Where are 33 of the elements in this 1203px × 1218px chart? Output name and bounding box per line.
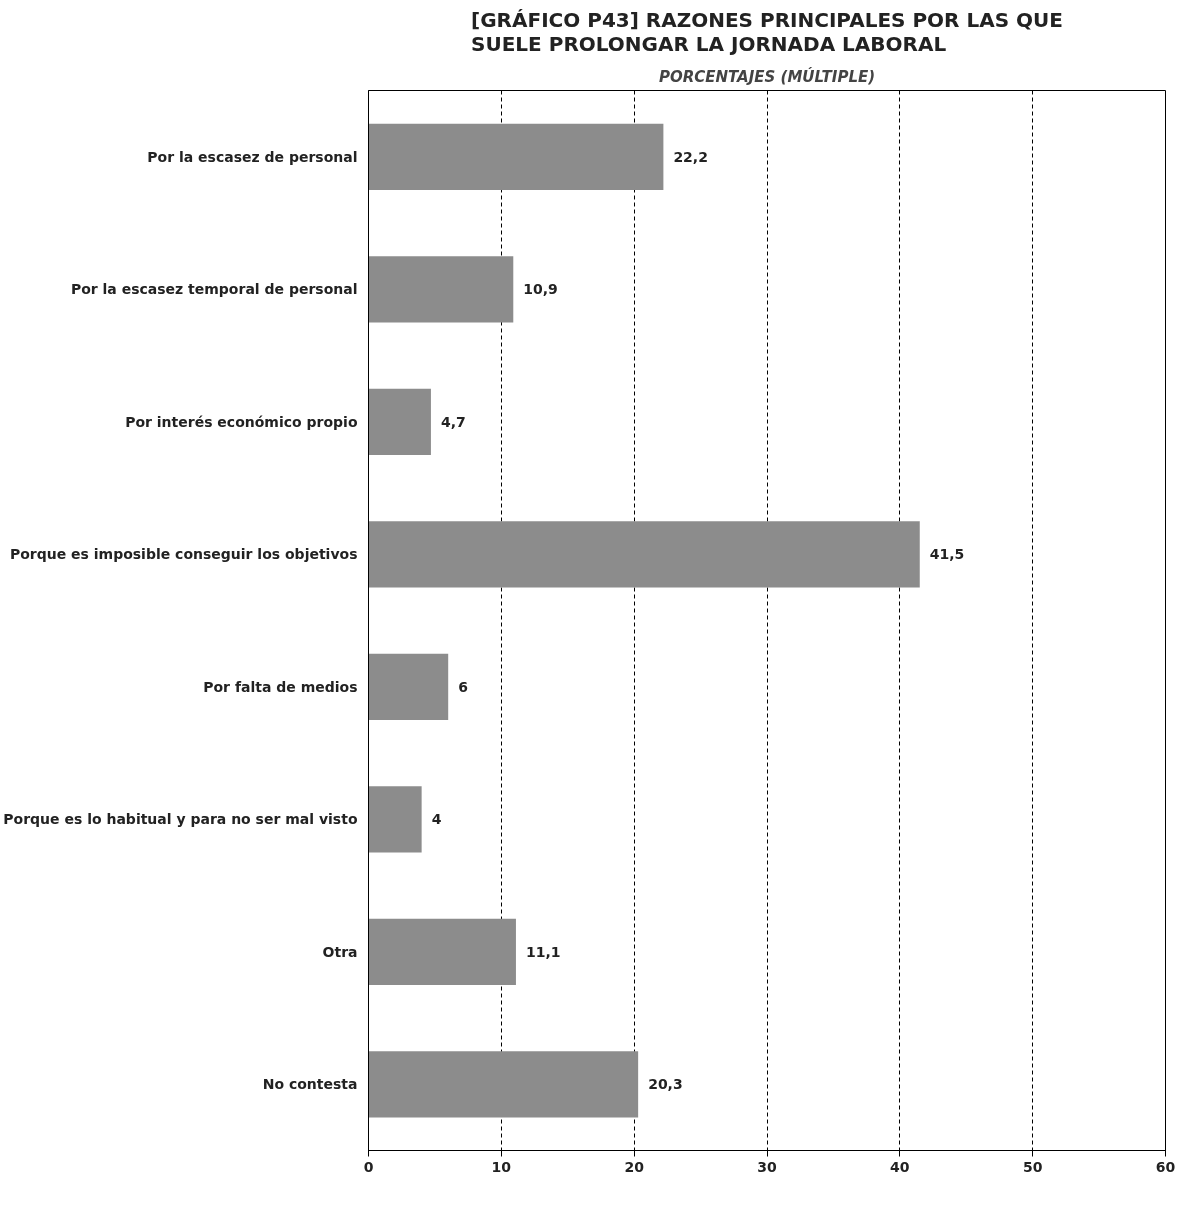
bar: [368, 123, 664, 190]
x-tick-label: 10: [491, 1158, 512, 1175]
data-label: 10,9: [523, 281, 558, 298]
y-tick-label: Porque es imposible conseguir los objetivos: [9, 546, 358, 563]
data-label: 4,7: [440, 413, 466, 430]
data-label: 41,5: [929, 546, 965, 563]
y-tick-label: Por interés económico propio: [125, 413, 358, 430]
chart-subtitle: PORCENTAJES (MÚLTIPLE): [658, 66, 876, 86]
x-tick-label: 20: [624, 1158, 645, 1175]
data-label: 20,3: [648, 1076, 683, 1093]
data-label: 22,2: [673, 148, 708, 165]
bar: [368, 918, 516, 985]
data-label: 11,1: [525, 943, 561, 960]
bar: [368, 388, 431, 455]
chart-title: [GRÁFICO P43] RAZONES PRINCIPALES POR LAS QUE SUELE PROLONGAR LA JORNADA LABORAL: [471, 7, 1063, 56]
bar: [368, 653, 449, 720]
y-tick-label: Por la escasez temporal de personal: [70, 281, 358, 298]
x-tick-label: 30: [757, 1158, 777, 1175]
y-tick-label: Porque es lo habitual y para no ser mal visto: [3, 811, 358, 828]
bar: [368, 1051, 639, 1118]
data-label: 4: [431, 811, 442, 828]
y-tick-label: No contesta: [262, 1076, 358, 1093]
bar: [368, 786, 422, 853]
y-tick-label: Por la escasez de personal: [147, 148, 358, 165]
x-tick-label: 50: [1022, 1158, 1043, 1175]
x-tick-label: 40: [890, 1158, 910, 1175]
x-tick-label: 0: [363, 1158, 374, 1175]
y-tick-label: Por falta de medios: [203, 678, 358, 695]
x-tick-label: 60: [1155, 1158, 1176, 1175]
bar: [368, 256, 514, 323]
bar: [368, 521, 920, 588]
data-label: 6: [458, 678, 468, 695]
y-tick-label: Otra: [322, 943, 358, 960]
